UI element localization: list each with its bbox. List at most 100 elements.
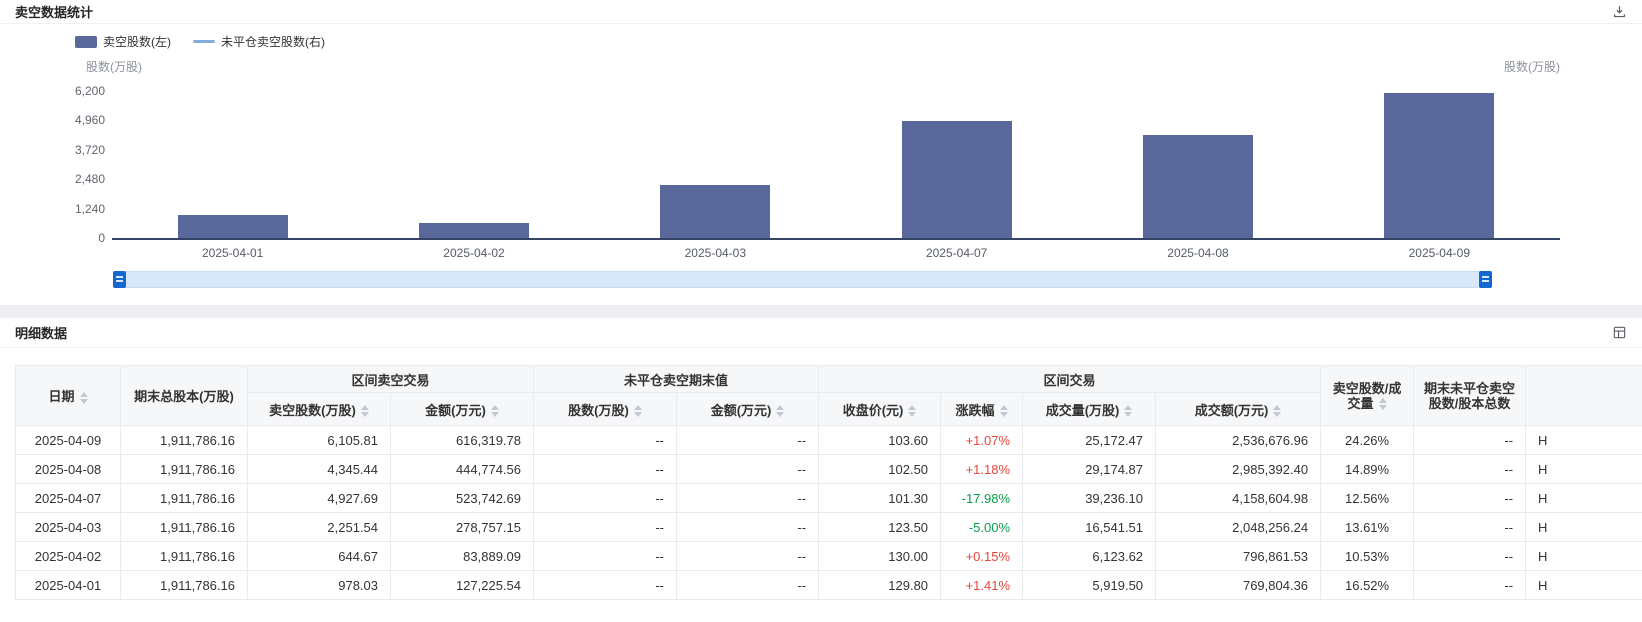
cell-extra: H <box>1525 454 1642 484</box>
sort-icon[interactable] <box>491 405 499 417</box>
legend-label: 未平仓卖空股数(右) <box>221 35 325 49</box>
column-header-change-percent[interactable]: 涨跌幅 <box>940 392 1024 426</box>
sort-icon[interactable] <box>634 405 642 417</box>
cell-open-shares: -- <box>533 512 678 542</box>
column-header-open-amount[interactable]: 金额(万元) <box>676 392 820 426</box>
sort-icon[interactable] <box>1124 405 1132 417</box>
cell-open-amount: -- <box>676 512 820 542</box>
detail-table-wrap: 日期 期末总股本(万股) 区间卖空交易 未平仓卖空期末值 区间交易 卖空股数/成… <box>15 365 1642 600</box>
cell-short-shares: 4,345.44 <box>247 454 391 484</box>
column-label: 成交额(万元) <box>1194 402 1269 418</box>
column-label: 收盘价(元) <box>842 402 904 418</box>
x-axis-line <box>112 238 1560 240</box>
y-axis-label: 2,480 <box>74 172 105 187</box>
y-axis: 0 1,240 2,480 3,720 4,960 6,200 <box>30 0 105 305</box>
column-header-short-amount[interactable]: 金额(万元) <box>389 392 535 426</box>
cell-short-shares: 4,927.69 <box>247 483 391 513</box>
column-header-short-shares[interactable]: 卖空股数(万股) <box>247 392 391 426</box>
column-header-volume[interactable]: 成交量(万股) <box>1022 392 1157 426</box>
cell-total-equity: 1,911,786.16 <box>120 512 248 542</box>
cell-open-shares: -- <box>533 454 678 484</box>
table-row[interactable]: 2025-04-09 1,911,786.16 6,105.81 616,319… <box>15 425 1642 455</box>
cell-open-amount: -- <box>676 570 820 600</box>
column-header-date[interactable]: 日期 <box>15 365 121 426</box>
x-axis-label: 2025-04-07 <box>925 246 988 260</box>
table-section-header: 明细数据 <box>0 318 1642 348</box>
cell-ratio-equity: -- <box>1413 483 1527 513</box>
bar-2025-04-08[interactable] <box>1142 135 1253 238</box>
cell-total-equity: 1,911,786.16 <box>120 425 248 455</box>
cell-short-amount: 83,889.09 <box>389 541 535 571</box>
cell-extra: H <box>1525 425 1642 455</box>
legend-item-open-short-shares[interactable]: 未平仓卖空股数(右) <box>193 33 325 50</box>
y-axis-label: 1,240 <box>74 201 105 216</box>
bar-2025-04-02[interactable] <box>418 222 529 238</box>
sort-icon[interactable] <box>80 392 88 404</box>
chart-section-title: 卖空数据统计 <box>15 5 94 20</box>
cell-volume: 6,123.62 <box>1022 541 1157 571</box>
cell-total-equity: 1,911,786.16 <box>120 483 248 513</box>
datazoom-left-handle[interactable] <box>113 271 126 288</box>
datazoom-slider[interactable] <box>113 271 1492 288</box>
column-label: 股数(万股) <box>568 402 629 418</box>
cell-turnover: 2,985,392.40 <box>1155 454 1322 484</box>
column-header-close-price[interactable]: 收盘价(元) <box>818 392 942 426</box>
table-row[interactable]: 2025-04-08 1,911,786.16 4,345.44 444,774… <box>15 454 1642 484</box>
cell-short-amount: 616,319.78 <box>389 425 535 455</box>
cell-turnover: 796,861.53 <box>1155 541 1322 571</box>
export-table-icon <box>1613 326 1625 339</box>
cell-short-amount: 127,225.54 <box>389 570 535 600</box>
column-label: 成交量(万股) <box>1045 402 1120 418</box>
table-row[interactable]: 2025-04-02 1,911,786.16 644.67 83,889.09… <box>15 541 1642 571</box>
column-label: 金额(万元) <box>425 402 486 418</box>
cell-open-shares: -- <box>533 425 678 455</box>
sort-icon[interactable] <box>908 405 916 417</box>
bar-2025-04-09[interactable] <box>1384 93 1495 238</box>
download-icon <box>1613 6 1625 18</box>
cell-close-price: 103.60 <box>818 425 942 455</box>
cell-change-percent: +1.07% <box>940 425 1024 455</box>
short-selling-stats-card: 卖空数据统计 卖空股数(左) 未平仓卖空股数(右) 股数(万股) 股数(万股) … <box>0 0 1642 305</box>
sort-icon[interactable] <box>776 405 784 417</box>
table-row[interactable]: 2025-04-01 1,911,786.16 978.03 127,225.5… <box>15 570 1642 600</box>
x-axis-label: 2025-04-08 <box>1167 246 1229 260</box>
sort-icon[interactable] <box>1273 405 1281 417</box>
column-group-open-short: 未平仓卖空期末值 <box>533 365 820 393</box>
cell-short-shares: 978.03 <box>247 570 391 600</box>
column-group-range-trading: 区间交易 <box>818 365 1322 393</box>
cell-total-equity: 1,911,786.16 <box>120 570 248 600</box>
bar-slot <box>836 91 1077 238</box>
y-axis-label: 6,200 <box>74 84 105 98</box>
cell-total-equity: 1,911,786.16 <box>120 541 248 571</box>
right-axis-name: 股数(万股) <box>1504 60 1560 74</box>
table-row[interactable]: 2025-04-03 1,911,786.16 2,251.54 278,757… <box>15 512 1642 542</box>
bar-2025-04-07[interactable] <box>901 121 1012 238</box>
cell-date: 2025-04-01 <box>15 570 121 600</box>
cell-ratio-volume: 12.56% <box>1320 483 1415 513</box>
sort-icon[interactable] <box>1379 398 1387 410</box>
cell-short-shares: 6,105.81 <box>247 425 391 455</box>
download-button[interactable] <box>1610 3 1628 21</box>
column-group-short-trading: 区间卖空交易 <box>246 365 535 393</box>
legend-item-short-shares[interactable]: 卖空股数(左) <box>75 33 171 50</box>
sort-icon[interactable] <box>361 405 369 417</box>
sort-icon[interactable] <box>1000 405 1008 417</box>
column-header-open-shares[interactable]: 股数(万股) <box>533 392 678 426</box>
cell-short-amount: 444,774.56 <box>389 454 535 484</box>
column-header-turnover[interactable]: 成交额(万元) <box>1155 392 1322 426</box>
bar-2025-04-03[interactable] <box>660 184 771 238</box>
bar-2025-04-01[interactable] <box>177 214 288 238</box>
datazoom-right-handle[interactable] <box>1479 271 1492 288</box>
bar-series-swatch <box>75 35 97 48</box>
cell-ratio-volume: 24.26% <box>1320 425 1415 455</box>
cell-ratio-volume: 14.89% <box>1320 454 1415 484</box>
line-series-swatch <box>193 40 215 43</box>
cell-ratio-equity: -- <box>1413 541 1527 571</box>
bar-slot <box>595 91 836 238</box>
column-header-ratio-volume[interactable]: 卖空股数/成交量 <box>1320 365 1415 426</box>
cell-open-amount: -- <box>676 541 820 571</box>
export-button[interactable] <box>1610 324 1628 342</box>
y-axis-label: 4,960 <box>74 113 105 128</box>
table-row[interactable]: 2025-04-07 1,911,786.16 4,927.69 523,742… <box>15 483 1642 513</box>
chart-section-header: 卖空数据统计 <box>0 0 1642 24</box>
